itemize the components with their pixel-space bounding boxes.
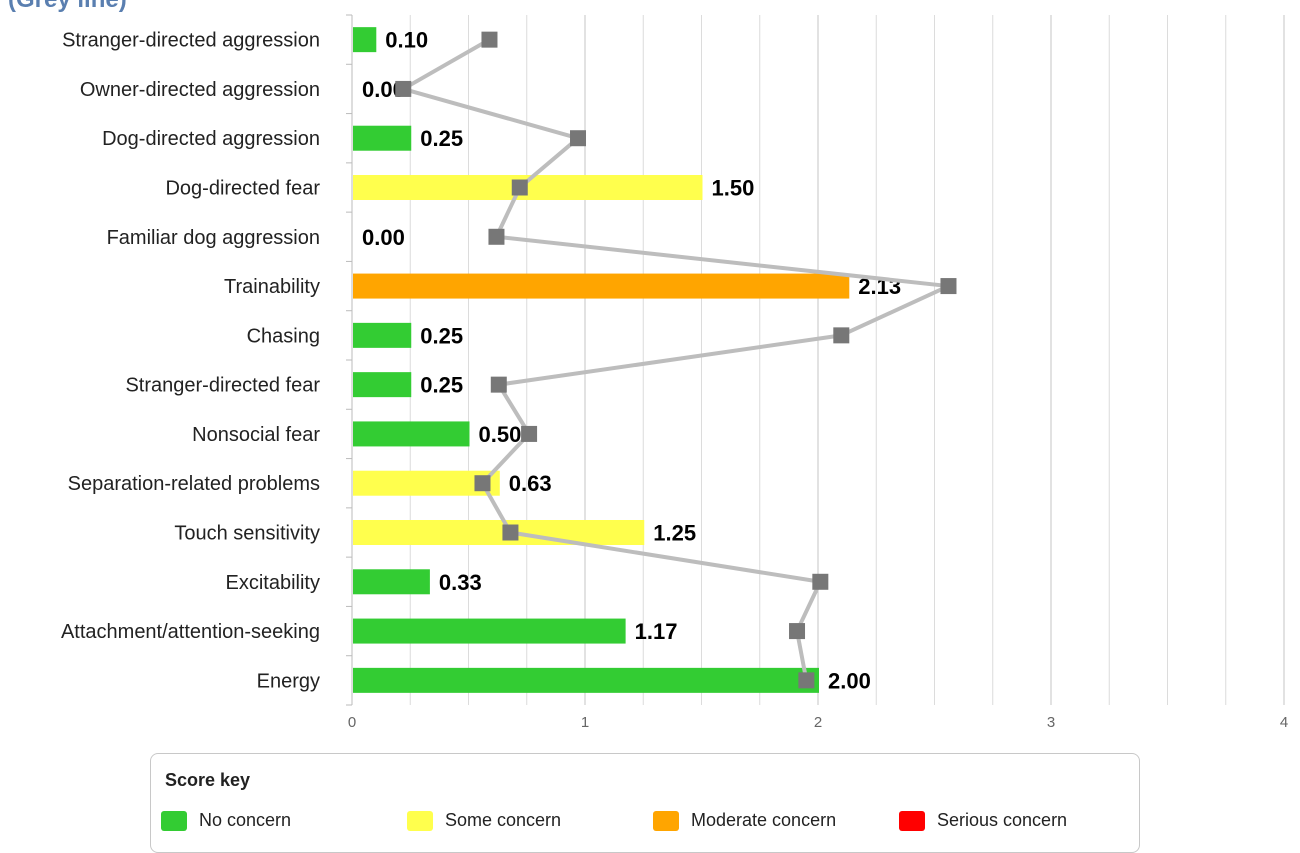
bar [353,520,645,545]
legend-swatch-orange [653,810,679,831]
grey-line-marker [812,573,829,590]
category-label: Dog-directed fear [165,178,320,200]
value-label: 0.10 [385,28,428,53]
grey-line-series [401,37,951,681]
value-label: 0.50 [479,422,522,447]
grey-line-marker [521,425,538,442]
grey-line-marker [511,179,528,196]
bar [353,322,412,348]
legend-label: No concern [199,810,292,830]
bar [353,569,430,595]
x-tick-label: 4 [1280,714,1288,731]
bar [353,618,626,644]
category-label: Stranger-directed aggression [62,30,320,52]
legend-label: Some concern [445,810,562,830]
value-label: 0.00 [362,225,405,250]
legend-label: Serious concern [937,810,1068,830]
category-label: Touch sensitivity [174,523,320,545]
grey-line-marker [502,524,519,541]
bar-chart: 0 1 2 3 4 Stranger-directed aggression 0.10 Own… [61,14,1288,731]
bar [353,372,412,398]
bar [353,273,850,299]
grey-line-marker [481,31,498,48]
value-label: 1.17 [635,619,678,644]
category-label: Attachment/attention-seeking [61,621,320,643]
grey-line-marker [490,376,507,393]
category-label: Trainability [224,276,320,298]
bar [353,27,377,53]
value-label: 0.63 [509,471,552,496]
category-label: Separation-related problems [68,473,320,495]
x-tick-label: 1 [581,714,589,731]
score-key-legend: Score key No concern Some concern Modera… [150,753,1140,853]
grey-line-marker [940,278,957,295]
category-label: Chasing [247,325,320,347]
legend-item-moderate-concern: Moderate concern [653,810,836,831]
x-tick-label: 0 [348,714,356,731]
value-label: 0.33 [439,570,482,595]
bar [353,421,470,447]
grey-line-marker [789,623,806,640]
category-label: Energy [257,670,320,692]
legend-swatch-green [161,810,187,831]
category-label: Stranger-directed fear [125,375,320,397]
legend-item-no-concern: No concern [161,810,291,831]
bar [353,667,819,693]
legend-title: Score key [165,770,251,790]
category-label: Excitability [226,572,320,594]
value-label: 0.25 [420,126,463,151]
value-label: 1.25 [653,521,696,546]
category-label: Familiar dog aggression [107,227,320,249]
value-label: 0.25 [420,373,463,398]
bar [353,125,412,151]
grey-line-marker [833,327,850,344]
grey-line-marker [488,228,505,245]
x-tick-label: 3 [1047,714,1055,731]
value-label: 0.25 [420,323,463,348]
grey-line-marker [474,475,491,492]
legend-swatch-yellow [407,810,433,831]
chart-title-fragment: (Grey line) [8,0,127,14]
grey-line-marker [570,130,587,147]
grey-line-marker [798,672,815,689]
grey-line-marker [395,80,412,97]
legend-swatch-red [899,810,925,831]
legend-item-some-concern: Some concern [407,810,561,831]
legend-label: Moderate concern [691,810,837,830]
category-label: Nonsocial fear [192,424,320,446]
category-label: Owner-directed aggression [80,79,320,101]
legend-item-serious-concern: Serious concern [899,810,1067,831]
x-tick-label: 2 [814,714,822,731]
value-label: 1.50 [712,176,755,201]
category-label: Dog-directed aggression [102,128,320,150]
value-label: 2.00 [828,668,871,693]
